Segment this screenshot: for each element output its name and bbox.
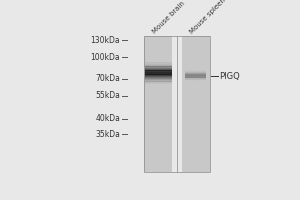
Text: 35kDa: 35kDa: [95, 130, 120, 139]
Bar: [185, 73, 206, 74]
Bar: [185, 80, 206, 81]
Text: 130kDa: 130kDa: [90, 36, 120, 45]
Bar: [145, 75, 172, 76]
Bar: [185, 79, 206, 80]
Bar: [144, 36, 210, 172]
Bar: [185, 77, 206, 78]
Bar: [145, 62, 172, 63]
Text: PIGQ: PIGQ: [219, 72, 240, 81]
Bar: [185, 71, 206, 72]
Bar: [145, 81, 172, 82]
Bar: [145, 72, 172, 73]
Text: 40kDa: 40kDa: [95, 114, 120, 123]
Bar: [145, 68, 172, 69]
Bar: [185, 75, 206, 76]
Bar: [145, 77, 172, 78]
Bar: [145, 63, 172, 64]
Bar: [145, 76, 172, 77]
Bar: [145, 70, 172, 71]
Bar: [145, 74, 172, 75]
Bar: [185, 72, 206, 73]
Bar: [185, 74, 206, 75]
Bar: [182, 36, 210, 172]
Bar: [185, 70, 206, 71]
Text: 55kDa: 55kDa: [95, 91, 120, 100]
Text: 70kDa: 70kDa: [95, 74, 120, 83]
Text: 100kDa: 100kDa: [90, 53, 120, 62]
Bar: [185, 78, 206, 79]
Bar: [185, 79, 206, 80]
Bar: [145, 78, 172, 79]
Bar: [145, 66, 172, 67]
Bar: [145, 66, 172, 67]
Bar: [145, 71, 172, 72]
Bar: [145, 36, 172, 172]
Bar: [145, 70, 172, 71]
Text: Mouse brain: Mouse brain: [152, 0, 186, 35]
Bar: [185, 76, 206, 77]
Bar: [145, 65, 172, 66]
Bar: [145, 82, 172, 83]
Bar: [145, 80, 172, 81]
Bar: [145, 67, 172, 68]
Text: Mouse spleen: Mouse spleen: [189, 0, 227, 35]
Bar: [145, 81, 172, 82]
Bar: [145, 83, 172, 84]
Bar: [145, 74, 172, 75]
Bar: [145, 64, 172, 65]
Bar: [145, 69, 172, 70]
Bar: [145, 79, 172, 80]
Bar: [145, 73, 172, 74]
Bar: [185, 77, 206, 78]
